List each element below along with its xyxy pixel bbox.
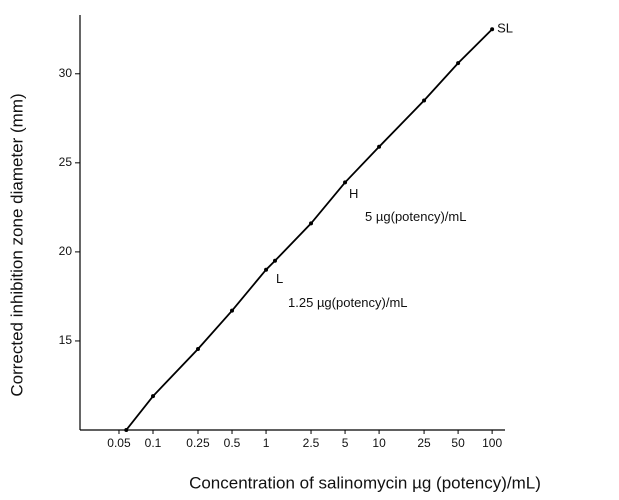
annotation: H: [349, 186, 358, 201]
y-tick-label: 25: [59, 155, 73, 169]
data-point: [272, 258, 277, 263]
x-axis-title: Concentration of salinomycin µg (potency…: [189, 473, 541, 492]
y-tick-label: 15: [59, 333, 73, 347]
x-tick-label: 0.25: [186, 436, 210, 450]
y-tick-label: 30: [59, 66, 73, 80]
y-tick-label: 20: [59, 244, 73, 258]
data-point: [230, 308, 235, 313]
data-point: [151, 394, 156, 399]
data-point: [124, 428, 129, 432]
x-tick-label: 100: [482, 436, 502, 450]
data-point: [264, 267, 269, 272]
x-tick-label: 2.5: [303, 436, 320, 450]
x-tick-label: 0.1: [145, 436, 162, 450]
data-point: [422, 98, 427, 103]
y-axis-title: Corrected inhibition zone diameter (mm): [7, 93, 26, 396]
annotation: L: [276, 271, 283, 286]
data-point: [195, 346, 200, 351]
x-tick-label: 1: [263, 436, 270, 450]
data-line: [125, 28, 493, 431]
annotation: SL: [497, 21, 513, 36]
x-tick-label: 25: [417, 436, 431, 450]
data-point: [343, 180, 348, 185]
annotation: 1.25 µg(potency)/mL: [288, 295, 408, 310]
annotation: 5 µg(potency)/mL: [365, 209, 466, 224]
x-tick-label: 0.05: [107, 436, 131, 450]
data-point: [309, 221, 314, 226]
x-tick-label: 5: [342, 436, 349, 450]
x-tick-label: 50: [451, 436, 465, 450]
data-point: [456, 61, 461, 66]
x-tick-label: 10: [372, 436, 386, 450]
x-tick-label: 0.5: [224, 436, 241, 450]
data-point: [490, 27, 495, 32]
data-point: [377, 144, 382, 149]
